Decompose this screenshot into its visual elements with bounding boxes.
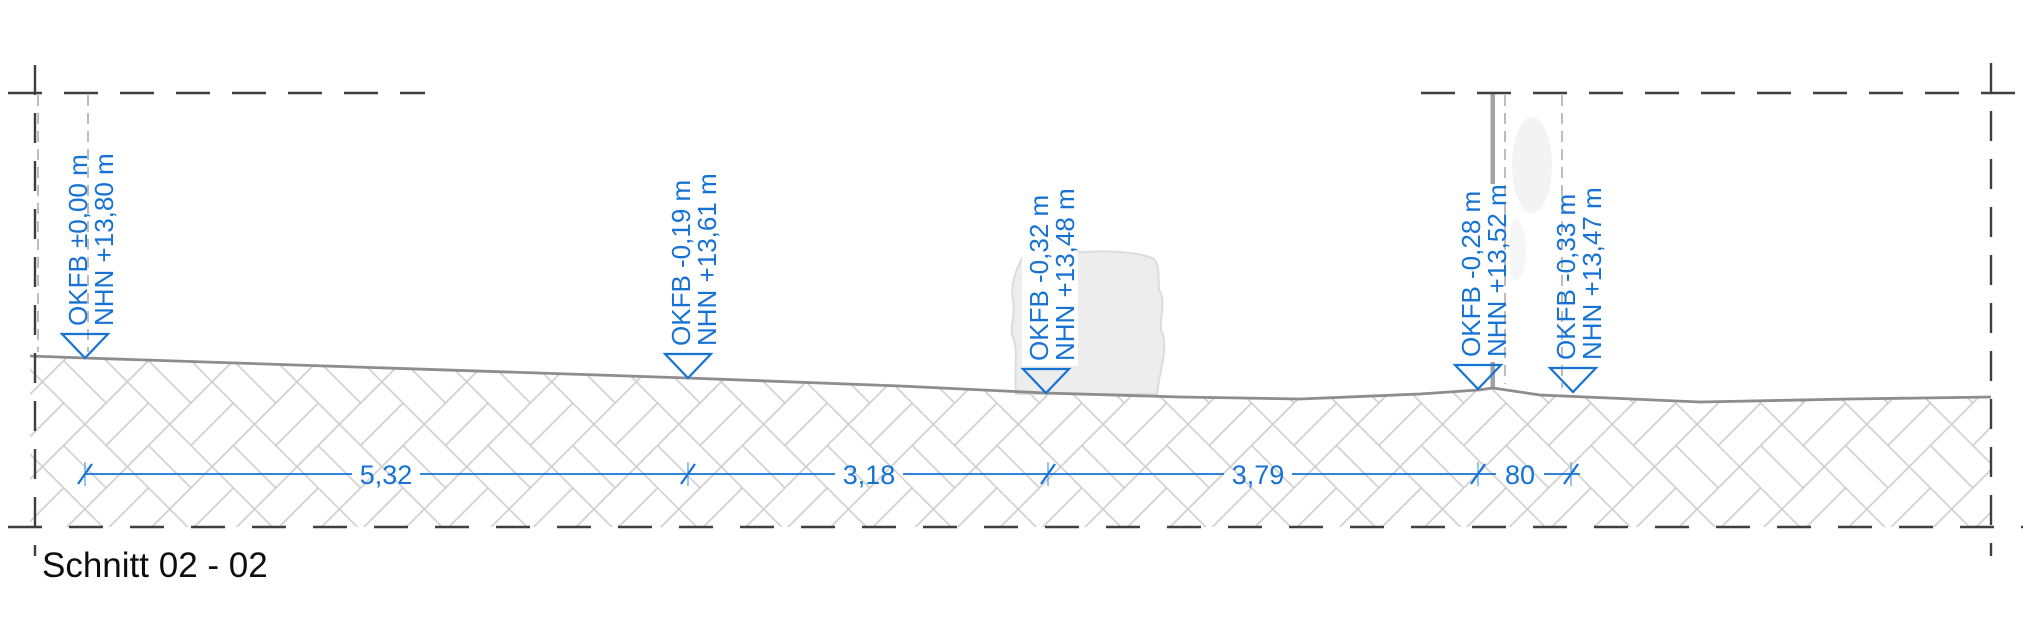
- elevation-label-okfb: OKFB ±0,00 m: [63, 154, 93, 326]
- elevation-label-nhn: NHN +13,47 m: [1577, 187, 1607, 360]
- elevation-markers: [59, 332, 1599, 395]
- elevation-label-okfb: OKFB -0,32 m: [1024, 195, 1054, 361]
- dimension-ticks: [77, 462, 1579, 486]
- elevation-marker-triangle: [1452, 363, 1504, 391]
- dimension-value: 3,18: [843, 460, 896, 490]
- elevation-label-nhn: NHN +13,48 m: [1050, 188, 1080, 361]
- ground-line: [29, 354, 1992, 404]
- earth-hatch: [30, 356, 1991, 527]
- elevation-label-nhn: NHN +13,61 m: [692, 173, 722, 346]
- elevation-label-okfb: OKFB -0,28 m: [1456, 191, 1486, 357]
- dimension-value: 3,79: [1232, 460, 1285, 490]
- elevation-marker-triangle: [1547, 366, 1599, 394]
- elevation-marker-triangle: [662, 352, 714, 380]
- dimension-value: 5,32: [360, 460, 413, 490]
- dimension-chain: 5,32 3,18 3,79 80: [77, 460, 1580, 490]
- elevation-label-nhn: NHN +13,52 m: [1482, 184, 1512, 357]
- section-title: Schnitt 02 - 02: [42, 546, 268, 585]
- axis-dashed-lines: [37, 95, 1563, 388]
- crop-border-dashed: [8, 63, 2023, 556]
- elevation-labels: OKFB ±0,00 m NHN +13,80 m OKFB -0,19 m N…: [63, 153, 1607, 361]
- dimension-value: 80: [1505, 460, 1535, 490]
- elevation-marker-triangle: [59, 332, 111, 360]
- label-backgrounds: [1022, 184, 1605, 366]
- elevation-label-nhn: NHN +13,80 m: [89, 153, 119, 326]
- elevation-label-okfb: OKFB -0,33 m: [1551, 194, 1581, 360]
- elevation-label-okfb: OKFB -0,19 m: [666, 180, 696, 346]
- elevation-marker-triangle: [1020, 367, 1072, 395]
